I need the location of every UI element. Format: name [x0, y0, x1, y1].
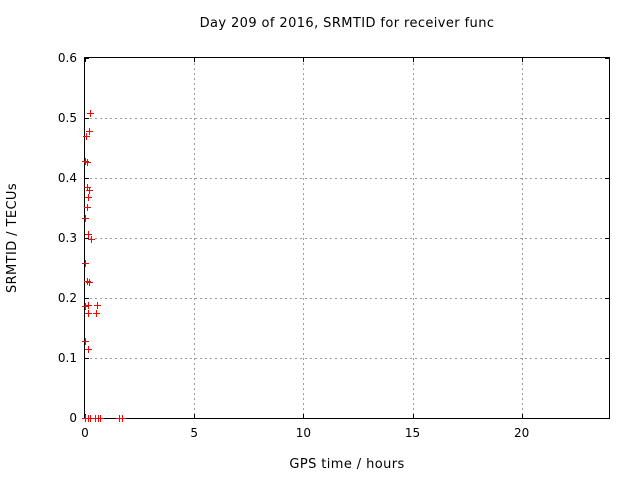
x-tick-label: 0	[81, 426, 89, 440]
y-tick-label: 0.5	[57, 111, 77, 125]
x-tick	[412, 58, 414, 62]
y-tick	[85, 418, 89, 419]
data-point	[82, 157, 90, 165]
data-point	[85, 309, 93, 317]
data-point	[84, 158, 92, 166]
x-tick-label: 5	[190, 426, 198, 440]
data-point	[86, 187, 94, 195]
y-tick	[605, 58, 609, 59]
y-tick-label: 0.1	[57, 351, 77, 365]
y-gridline	[85, 238, 609, 239]
y-tick	[85, 238, 89, 239]
data-point	[87, 414, 95, 422]
x-tick	[85, 58, 86, 62]
x-tick-label: 20	[514, 426, 530, 440]
x-tick-label: 10	[295, 426, 311, 440]
y-tick-label: 0.3	[57, 231, 77, 245]
data-point	[85, 346, 93, 354]
data-point	[84, 277, 92, 285]
x-tick	[303, 414, 305, 418]
y-tick	[605, 358, 609, 359]
y-tick-label: 0	[69, 411, 77, 425]
y-tick	[85, 298, 89, 299]
data-point	[119, 414, 127, 422]
x-tick	[194, 58, 196, 62]
data-point	[84, 301, 92, 309]
data-point	[93, 301, 101, 309]
y-tick	[605, 238, 609, 239]
data-point	[81, 260, 89, 268]
data-point	[85, 278, 93, 286]
y-gridline	[85, 118, 609, 119]
data-point	[92, 310, 100, 318]
data-point	[85, 128, 93, 136]
x-tick-label: 15	[404, 426, 421, 440]
y-gridline	[85, 298, 609, 299]
y-tick	[85, 358, 89, 359]
y-tick	[85, 178, 89, 179]
x-tick	[521, 58, 523, 62]
data-point	[81, 338, 89, 346]
x-tick	[412, 414, 414, 418]
x-tick	[521, 414, 523, 418]
y-tick-label: 0.2	[57, 291, 77, 305]
y-gridline	[85, 358, 609, 359]
y-tick	[605, 298, 609, 299]
chart-title: Day 209 of 2016, SRMTID for receiver fun…	[199, 16, 495, 31]
y-tick	[605, 178, 609, 179]
y-tick	[605, 418, 609, 419]
y-tick	[605, 118, 609, 119]
y-tick-label: 0.4	[57, 171, 77, 185]
y-tick	[85, 58, 89, 59]
x-axis-label: GPS time / hours	[289, 457, 405, 472]
data-point	[82, 133, 90, 141]
data-point	[97, 414, 105, 422]
y-gridline	[85, 178, 609, 179]
y-tick	[85, 118, 89, 119]
data-point	[87, 236, 95, 244]
data-point	[83, 184, 91, 192]
plot-area: 0 5 10 15 20 0 0.1 0.2 0.3 0.4 0.5 0.6	[58, 51, 610, 439]
y-tick-label: 0.6	[57, 51, 77, 65]
data-point	[85, 193, 93, 201]
data-point	[81, 214, 89, 222]
data-point	[85, 230, 93, 238]
x-tick	[85, 414, 86, 418]
data-point	[81, 302, 89, 310]
data-point	[83, 203, 91, 211]
x-tick	[194, 414, 196, 418]
data-point	[86, 110, 94, 118]
x-tick	[303, 58, 305, 62]
